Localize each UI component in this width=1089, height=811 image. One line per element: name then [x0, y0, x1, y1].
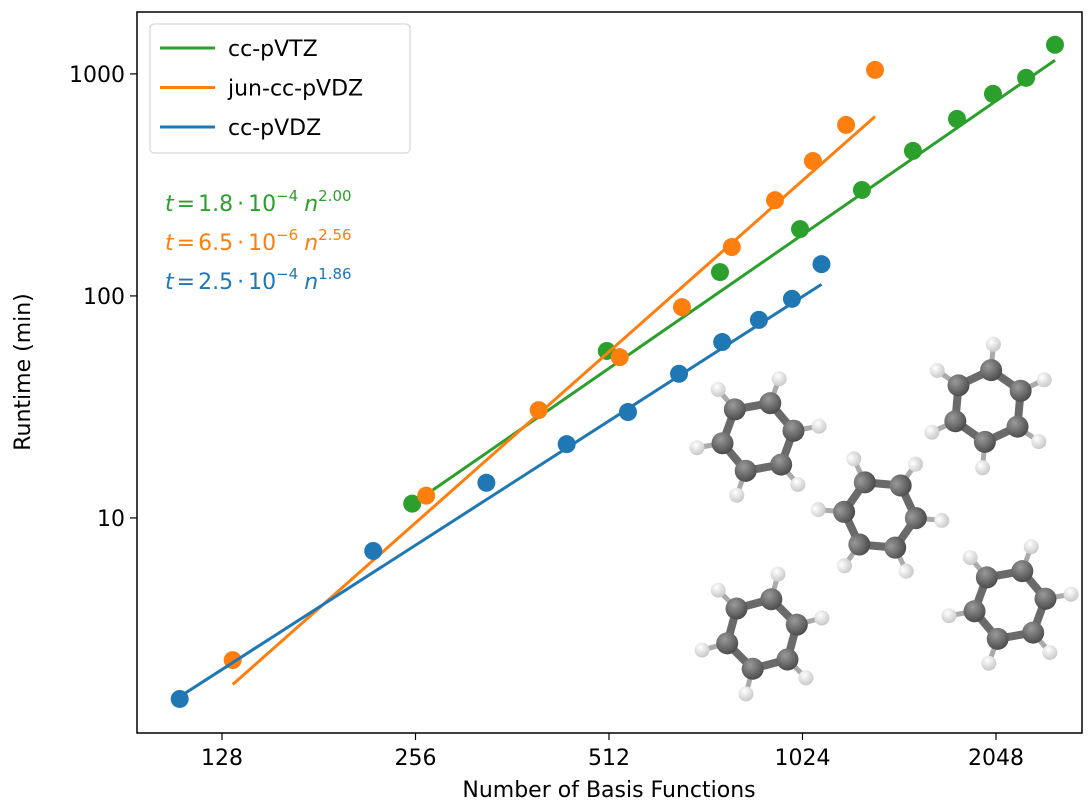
data-point	[766, 191, 784, 209]
x-tick-label: 256	[394, 746, 436, 771]
legend-label: cc-pVDZ	[228, 116, 321, 141]
data-point	[364, 542, 382, 560]
eq-mantissa: 6.5	[198, 231, 233, 256]
benzene	[685, 551, 839, 717]
data-point	[948, 110, 966, 128]
eq-var: n	[304, 231, 318, 256]
eq-power: 2.56	[318, 226, 351, 244]
eq-lhs: t	[165, 192, 175, 217]
benzene	[677, 351, 840, 523]
eq-power: 1.86	[318, 265, 351, 283]
eq-times: ·	[237, 231, 244, 256]
x-tick-label: 1024	[774, 746, 830, 771]
fit-equation: t=1.8·10−4 n2.00	[165, 187, 352, 217]
eq-power: 2.00	[318, 187, 351, 205]
eq-base: 10	[248, 231, 276, 256]
y-tick-label: 10	[97, 507, 125, 532]
data-point	[750, 311, 768, 329]
data-point	[1017, 69, 1035, 87]
legend: cc-pVTZ jun-cc-pVDZ cc-pVDZ	[150, 24, 410, 153]
data-point	[670, 365, 688, 383]
legend-label: cc-pVTZ	[228, 37, 318, 62]
eq-lhs: t	[165, 231, 175, 256]
y-tick-label: 1000	[69, 63, 125, 88]
eq-mantissa: 1.8	[198, 192, 233, 217]
data-point	[866, 61, 884, 79]
benzene	[921, 331, 1055, 480]
legend-label: jun-cc-pVDZ	[227, 77, 363, 102]
fit-equation: t=6.5·10−6 n2.56	[165, 226, 352, 256]
y-tick-label: 100	[83, 285, 125, 310]
data-point	[804, 152, 822, 170]
data-point	[417, 487, 435, 505]
data-point	[791, 220, 809, 238]
eq-base: 10	[248, 270, 276, 295]
eq-equals: =	[177, 270, 195, 295]
data-point	[713, 333, 731, 351]
data-point	[837, 116, 855, 134]
eq-exponent10: −4	[276, 265, 298, 283]
eq-mantissa: 2.5	[198, 270, 233, 295]
x-tick-label: 512	[588, 746, 630, 771]
data-point	[619, 403, 637, 421]
fit-equation: t=2.5·10−4 n1.86	[165, 265, 352, 295]
x-tick-label: 128	[201, 746, 243, 771]
benzene	[795, 426, 965, 604]
data-point	[558, 435, 576, 453]
x-tick-label: 2048	[968, 746, 1024, 771]
data-point	[171, 690, 189, 708]
eq-equals: =	[177, 192, 195, 217]
molecules	[677, 331, 1089, 717]
data-point	[711, 263, 729, 281]
eq-equals: =	[177, 231, 195, 256]
data-point	[477, 474, 495, 492]
x-axis-label: Number of Basis Functions	[462, 778, 755, 803]
data-point	[812, 255, 830, 273]
eq-var: n	[304, 270, 318, 295]
eq-times: ·	[237, 270, 244, 295]
data-point	[673, 298, 691, 316]
eq-base: 10	[248, 192, 276, 217]
chart: Number of Basis Functions Runtime (min) …	[0, 0, 1089, 811]
data-point	[1046, 36, 1064, 54]
y-axis-label: Runtime (min)	[11, 293, 36, 451]
data-point	[904, 142, 922, 160]
eq-lhs: t	[165, 270, 175, 295]
eq-var: n	[304, 192, 318, 217]
eq-exponent10: −4	[276, 187, 298, 205]
data-point	[853, 181, 871, 199]
data-point	[984, 85, 1002, 103]
data-point	[611, 348, 629, 366]
eq-exponent10: −6	[276, 226, 298, 244]
data-point	[783, 290, 801, 308]
benzene	[929, 519, 1089, 691]
data-point	[530, 401, 548, 419]
data-point	[723, 238, 741, 256]
eq-times: ·	[237, 192, 244, 217]
